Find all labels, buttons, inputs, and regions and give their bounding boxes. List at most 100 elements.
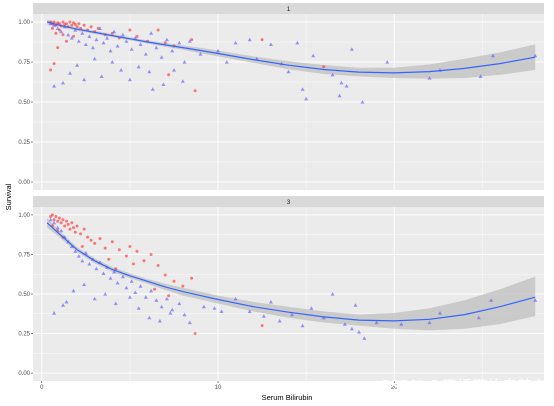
point-blue (154, 298, 159, 302)
point-blue (55, 26, 60, 30)
point-blue (101, 40, 106, 45)
point-blue (304, 96, 309, 101)
point-blue (133, 36, 138, 40)
point-blue (212, 306, 217, 310)
point-red (128, 245, 132, 248)
point-blue (161, 82, 166, 86)
point-blue (59, 29, 64, 34)
point-red (80, 245, 84, 248)
point-blue (76, 39, 81, 43)
point-blue (94, 37, 99, 42)
point-blue (64, 299, 69, 304)
point-red (167, 73, 171, 77)
point-blue (182, 312, 187, 317)
smooth-line (46, 21, 536, 74)
point-blue (172, 68, 176, 72)
point-red (322, 65, 326, 69)
point-red (172, 279, 176, 283)
point-red (63, 224, 67, 228)
point-blue (374, 320, 379, 325)
point-blue (55, 225, 60, 230)
point-blue (427, 320, 432, 325)
point-blue (216, 48, 220, 53)
point-blue (92, 56, 97, 61)
point-red (65, 22, 68, 26)
point-blue (349, 47, 354, 51)
point-blue (136, 64, 141, 69)
point-blue (164, 296, 169, 301)
point-red (54, 31, 58, 35)
point-blue (108, 48, 113, 53)
point-red (49, 68, 53, 72)
point-blue (138, 42, 143, 46)
point-blue (52, 220, 57, 225)
point-blue (150, 87, 155, 91)
point-blue (149, 31, 154, 35)
point-blue (73, 28, 78, 32)
point-red (193, 89, 197, 93)
point-blue (147, 69, 152, 74)
point-blue (201, 304, 206, 309)
point-blue (143, 295, 148, 299)
point-blue (399, 322, 404, 326)
point-blue (129, 279, 134, 283)
point-blue (80, 258, 85, 263)
point-blue (224, 60, 229, 64)
point-blue (360, 100, 365, 104)
point-red (156, 28, 160, 32)
point-blue (170, 48, 175, 53)
point-blue (120, 274, 125, 279)
point-red (50, 213, 54, 217)
point-blue (180, 79, 185, 83)
point-red (98, 237, 102, 241)
point-blue (247, 309, 252, 313)
point-blue (124, 39, 129, 43)
point-blue (98, 26, 102, 30)
point-red (124, 254, 128, 258)
y-tick-label: 0.75 (18, 252, 30, 258)
point-red (61, 33, 65, 37)
point-blue (127, 77, 132, 82)
point-blue (115, 280, 120, 285)
point-red (73, 230, 77, 234)
y-tick-label: 0.50 (18, 292, 30, 298)
point-red (181, 284, 185, 288)
point-red (75, 25, 79, 29)
point-red (82, 23, 86, 27)
point-blue (533, 53, 538, 58)
point-blue (80, 31, 85, 35)
point-blue (94, 266, 99, 271)
point-blue (87, 34, 92, 38)
point-blue (286, 69, 291, 74)
point-red (72, 226, 75, 230)
point-red (70, 23, 74, 27)
point-blue (168, 311, 173, 315)
point-blue (187, 320, 192, 325)
point-blue (115, 44, 120, 48)
point-blue (330, 292, 335, 296)
point-blue (157, 318, 162, 323)
point-red (52, 20, 56, 24)
point-red (52, 218, 56, 222)
point-blue (342, 322, 347, 326)
point-blue (73, 249, 78, 253)
y-tick-label: 0.00 (18, 371, 30, 377)
point-red (167, 294, 171, 298)
point-blue (120, 32, 125, 37)
point-blue (149, 288, 154, 293)
y-tick-label: 0.00 (18, 180, 30, 186)
point-blue (105, 36, 109, 40)
point-blue (52, 84, 57, 88)
point-red (149, 253, 153, 256)
point-blue (337, 93, 342, 98)
point-blue (247, 37, 252, 42)
x-axis-title: Serum Bilirubin (262, 393, 313, 402)
point-blue (48, 217, 53, 222)
point-blue (344, 84, 349, 88)
point-red (142, 259, 146, 263)
y-tick-label: 0.75 (18, 60, 30, 66)
point-blue (295, 40, 300, 45)
point-red (65, 39, 68, 43)
point-red (77, 22, 81, 26)
confidence-ribbon (47, 218, 536, 331)
